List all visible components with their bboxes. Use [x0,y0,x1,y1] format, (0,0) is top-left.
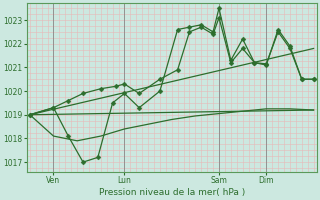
X-axis label: Pression niveau de la mer( hPa ): Pression niveau de la mer( hPa ) [99,188,245,197]
